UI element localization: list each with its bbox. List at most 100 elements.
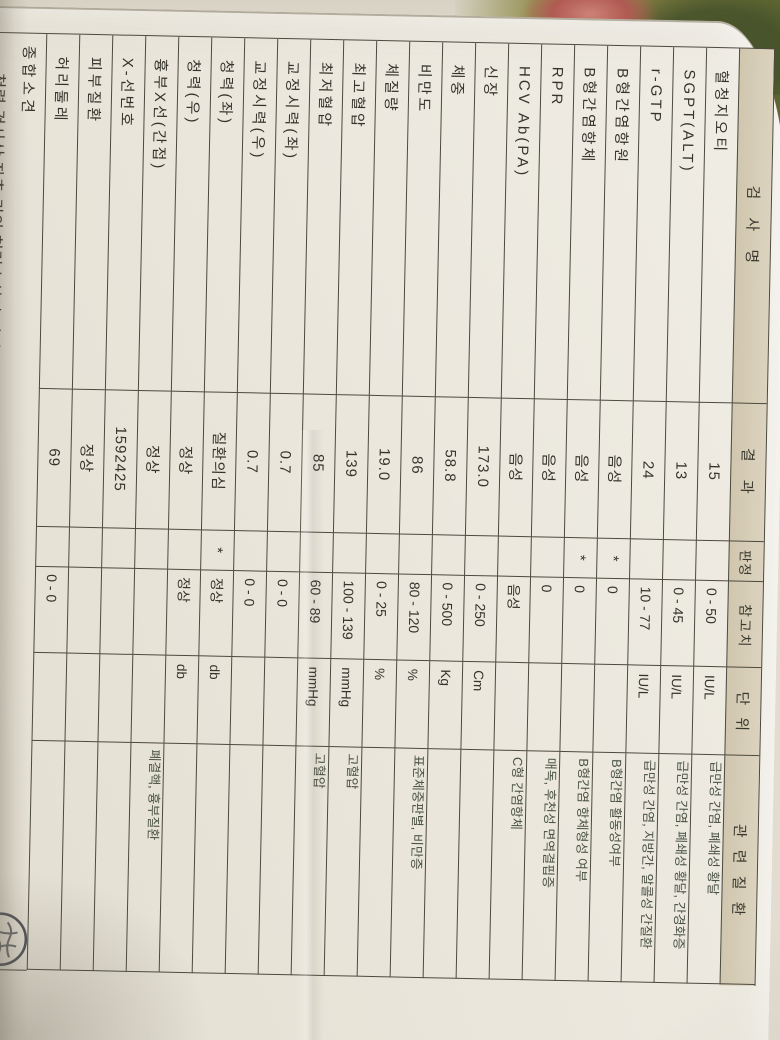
cell-judgment bbox=[398, 534, 432, 576]
cell-related-disease: 고혈압 bbox=[290, 746, 329, 976]
cell-result: 음성 bbox=[563, 399, 600, 539]
cell-judgment bbox=[661, 539, 696, 581]
cell-unit: Cm bbox=[460, 661, 496, 751]
cell-unit bbox=[130, 654, 166, 744]
cell-result: 정상 bbox=[68, 389, 105, 529]
cell-result: 정상 bbox=[167, 391, 204, 531]
cell-result: 58.8 bbox=[431, 397, 468, 536]
cell-judgment bbox=[101, 528, 135, 569]
cell-reference: 0 bbox=[594, 578, 630, 666]
results-table: 검 사 명 결 과 판정 참고치 단 위 관 련 질 환 혈청지오티 15 0 … bbox=[0, 30, 776, 987]
cell-related-disease: 고혈압 bbox=[323, 747, 362, 977]
cell-result: 139 bbox=[332, 395, 369, 534]
cell-result: 85 bbox=[299, 394, 336, 534]
cell-result: 0.7 bbox=[266, 393, 303, 533]
cell-reference: 정상 bbox=[198, 570, 234, 657]
cell-result: 1592425 bbox=[101, 390, 138, 529]
cell-judgment bbox=[332, 533, 366, 574]
cell-related-disease bbox=[257, 745, 296, 976]
cell-reference: 0 bbox=[528, 577, 564, 664]
cell-related-disease bbox=[224, 744, 263, 975]
cell-related-disease bbox=[158, 743, 197, 974]
cell-result: 음성 bbox=[497, 398, 534, 538]
cell-unit bbox=[97, 654, 133, 743]
cell-unit: IU/L bbox=[658, 665, 694, 755]
cell-result: 질환의심 bbox=[200, 392, 237, 532]
cell-unit: mmHg bbox=[295, 658, 331, 748]
cell-unit: mmHg bbox=[328, 659, 364, 748]
cell-related-disease: B형간염 항체형성 여부 bbox=[554, 751, 593, 982]
cell-judgment bbox=[167, 529, 201, 571]
cell-related-disease: 급만성 간염, 폐쇄성 황달 bbox=[686, 754, 725, 985]
cell-reference: 0 - 45 bbox=[660, 579, 695, 667]
cell-judgment: * bbox=[200, 530, 234, 572]
cell-reference: 100 - 139 bbox=[330, 573, 366, 660]
cell-reference: 0 - 250 bbox=[462, 575, 498, 663]
cell-unit bbox=[493, 662, 529, 752]
cell-judgment bbox=[35, 526, 69, 568]
summary-label: 종합소견 bbox=[18, 45, 38, 117]
cell-related-disease: C형 간염항체 bbox=[488, 750, 527, 981]
summary-line: 청력 검사상 좌측 귀의 청력손실이 의심되므로 이비인후과 진찰과 치료가 필… bbox=[0, 72, 7, 673]
cell-judgment bbox=[68, 527, 102, 569]
cell-related-disease: 급만성 간염, 폐쇄성 황달, 간경화증 bbox=[653, 753, 692, 984]
cell-judgment bbox=[365, 533, 399, 575]
cell-judgment: * bbox=[596, 538, 630, 580]
cell-judgment bbox=[233, 531, 267, 572]
cell-reference bbox=[132, 568, 168, 656]
cell-reference: 0 - 0 bbox=[33, 566, 69, 654]
cell-judgment bbox=[299, 532, 333, 574]
cell-result: 13 bbox=[662, 402, 699, 541]
cell-reference: 60 - 89 bbox=[297, 572, 333, 660]
cell-result: 0.7 bbox=[233, 393, 270, 532]
cell-reference bbox=[99, 568, 135, 655]
cell-related-disease: 표준체중판별, 비만증 bbox=[389, 748, 428, 979]
cell-result: 19.0 bbox=[365, 395, 402, 535]
cell-related-disease bbox=[455, 749, 494, 980]
cell-judgment bbox=[497, 536, 531, 578]
cell-judgment bbox=[629, 539, 663, 580]
cell-reference: 0 - 0 bbox=[264, 571, 300, 659]
cell-result: 15 bbox=[695, 402, 732, 542]
cell-related-disease bbox=[92, 742, 131, 972]
cell-result: 정상 bbox=[134, 390, 171, 530]
cell-related-disease bbox=[356, 747, 395, 978]
cell-reference: 0 - 0 bbox=[231, 571, 267, 658]
cell-result: 음성 bbox=[596, 400, 633, 540]
cell-unit bbox=[592, 664, 628, 754]
cell-judgment: * bbox=[563, 537, 597, 579]
cell-unit bbox=[262, 657, 298, 747]
cell-reference bbox=[66, 567, 102, 655]
cell-unit: IU/L bbox=[625, 665, 661, 754]
cell-judgment bbox=[266, 531, 300, 573]
cell-judgment bbox=[694, 540, 729, 582]
cell-reference: 10 - 77 bbox=[627, 579, 662, 666]
cell-unit: IU/L bbox=[691, 666, 727, 756]
cell-judgment bbox=[431, 535, 465, 576]
cell-related-disease bbox=[191, 744, 230, 974]
doctor-seal-stamp bbox=[0, 910, 30, 969]
cell-judgment bbox=[464, 535, 498, 577]
table-body: 혈청지오티 15 0 - 50 IU/L 급만성 간염, 폐쇄성 황달 SGPT… bbox=[26, 32, 740, 986]
cell-unit bbox=[229, 656, 265, 746]
col-header-unit: 단 위 bbox=[724, 667, 762, 757]
cell-unit: Kg bbox=[427, 661, 463, 750]
col-header-reference: 참고치 bbox=[726, 581, 763, 669]
cell-reference: 음성 bbox=[495, 576, 531, 664]
cell-result: 173.0 bbox=[464, 397, 501, 537]
cell-unit: db bbox=[196, 656, 232, 745]
cell-reference: 80 - 120 bbox=[396, 574, 432, 662]
cell-related-disease: B형간염 활동성여부 bbox=[587, 752, 626, 983]
cell-reference: 0 - 500 bbox=[429, 575, 465, 662]
cell-judgment bbox=[530, 537, 564, 578]
cell-related-disease: 폐결핵, 흉부질환 bbox=[125, 742, 164, 973]
cell-unit: % bbox=[394, 660, 430, 750]
cell-related-disease: 급만성 간염, 지방간, 알콜성 간질환 bbox=[620, 753, 659, 983]
cell-unit: db bbox=[163, 655, 199, 745]
cell-result: 86 bbox=[398, 396, 435, 536]
cell-judgment bbox=[134, 528, 168, 570]
col-header-judgment: 판정 bbox=[727, 541, 764, 583]
cell-unit: % bbox=[361, 659, 397, 749]
cell-unit bbox=[559, 663, 595, 753]
